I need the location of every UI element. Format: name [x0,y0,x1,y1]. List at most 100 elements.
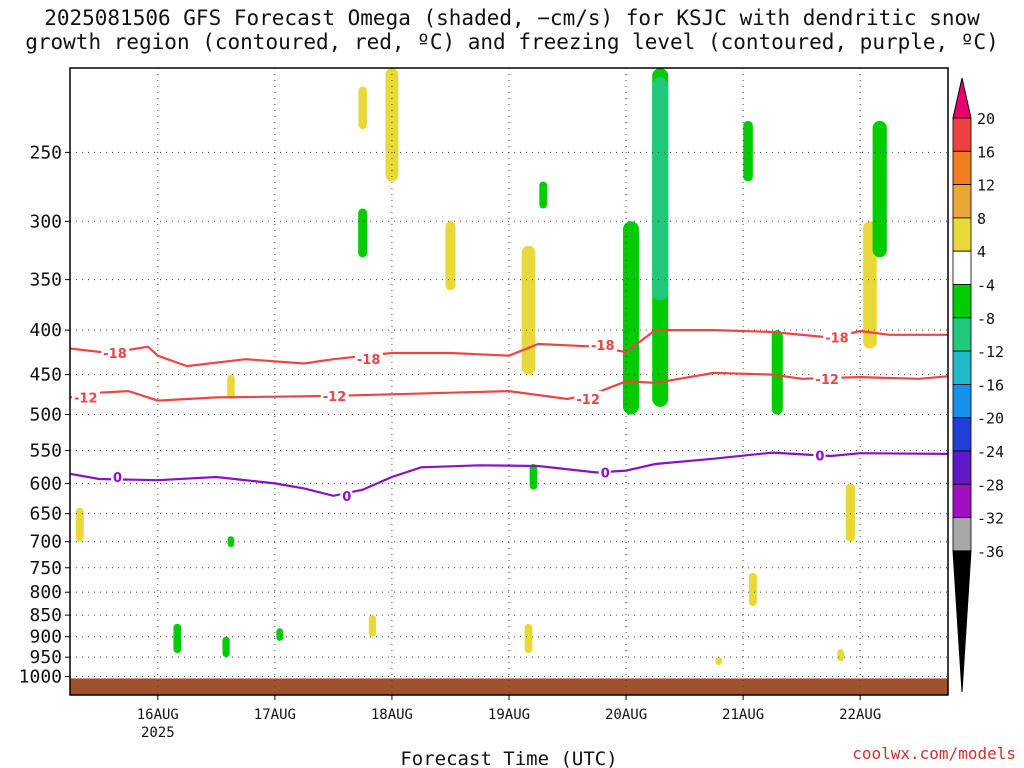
omega-patch [227,536,235,548]
omega-patch [845,483,856,542]
omega-patch [652,77,669,301]
contour-line [69,451,949,497]
colorbar-segment [952,417,972,452]
x-tick-label: 22AUG [839,707,881,723]
colorbar-segment [952,217,972,252]
contour-label-bg [320,387,349,403]
contour-label-bg [598,464,611,480]
chart-title: 2025081506 GFS Forecast Omega (shaded, −… [0,6,1024,54]
colorbar-label: -16 [977,376,1004,394]
omega-patch [222,636,230,658]
contour-label: -18 [825,332,849,347]
y-tick-label: 350 [29,270,62,291]
omega-patch [358,86,367,129]
colorbar-bottom-arrow [952,550,972,693]
contour-label-bg [101,345,130,361]
colorbar-segment [952,383,972,419]
colorbar-label: -4 [977,277,995,295]
contour-label-bg [813,370,842,386]
omega-patch [872,120,887,258]
omega-patch [521,245,536,375]
contour-label-bg [589,336,618,352]
contour-label-bg [72,389,100,405]
colorbar-segment [952,250,972,285]
y-tick-label: 700 [29,532,62,553]
contour-label-bg [354,351,383,367]
y-tick-label: 400 [29,320,62,341]
contour-label: -18 [103,347,127,362]
omega-patch [748,572,757,607]
y-tick-label: 750 [29,558,62,579]
y-tick-label: 800 [29,582,62,603]
omega-patch [445,221,456,291]
x-tick-label: 18AUG [371,707,413,723]
omega-patch [75,507,84,542]
colorbar-label: -32 [977,510,1004,528]
y-tick-label: 900 [29,627,62,648]
omega-patch [385,68,399,182]
colorbar-label: -36 [977,543,1004,561]
colorbar-segment [952,117,972,152]
contour-label-bg [111,469,124,485]
colorbar-segment [952,150,972,186]
contour-label-bg [813,447,826,463]
omega-patch [715,657,722,666]
contour-label-bg [574,391,603,407]
omega-patch [539,181,547,209]
colorbar-segment [952,184,972,219]
omega-patch [524,623,533,654]
contour-label: -12 [74,391,98,406]
colorbar-segment [952,284,972,319]
y-tick-label: 250 [29,142,62,163]
y-tick-label: 300 [29,211,62,232]
omega-patch [368,615,377,637]
x-tick-label: 16AUG [137,707,179,723]
y-tick-label: 650 [29,504,62,525]
y-tick-label: 500 [29,404,62,425]
y-tick-label: 450 [29,365,62,386]
contour-label: -18 [591,339,615,354]
colorbar-label: -20 [977,410,1004,428]
omega-patch [276,628,284,641]
y-tick-label: 950 [29,647,62,668]
omega-patch [173,623,182,654]
colorbar-label: 20 [977,110,995,128]
omega-patch [358,208,368,258]
colorbar-label: -24 [977,443,1004,461]
x-tick-label: 21AUG [722,707,764,723]
colorbar-segment [952,483,972,518]
colorbar-segment [952,450,972,485]
title-line-2: growth region (contoured, red, ºC) and f… [25,30,999,54]
colorbar-segment [952,517,972,552]
colorbar-label: 8 [977,210,986,228]
omega-patch [529,464,538,490]
omega-patch [771,330,783,415]
contour-label: 0 [601,467,610,482]
x-tick-label: 19AUG [488,707,530,723]
contour-label: -12 [576,393,600,408]
watermark: coolwx.com/models [852,744,1016,763]
x-tick-label: 17AUG [254,707,296,723]
contour-label-bg [340,487,353,503]
colorbar-label: -28 [977,476,1004,494]
colorbar-label: -8 [977,310,995,328]
colorbar-top-arrow [952,77,972,119]
x-tick-sublabel: 2025 [141,725,175,741]
y-tick-label: 1000 [19,667,62,688]
y-tick-label: 600 [29,473,62,494]
contour-label: -12 [815,373,839,388]
contour-label: -18 [357,353,381,368]
omega-patch [622,221,639,415]
contour-label-bg [823,329,852,345]
colorbar-segment [952,350,972,385]
contour-label: 0 [815,449,824,464]
colorbar-label: 16 [977,143,995,161]
contour-label: 0 [113,471,122,486]
colorbar-label: 4 [977,243,986,261]
x-tick-label: 20AUG [605,707,647,723]
omega-patch [837,649,845,662]
contour-line [69,329,948,368]
omega-patch [743,120,753,182]
omega-patch [227,374,235,400]
